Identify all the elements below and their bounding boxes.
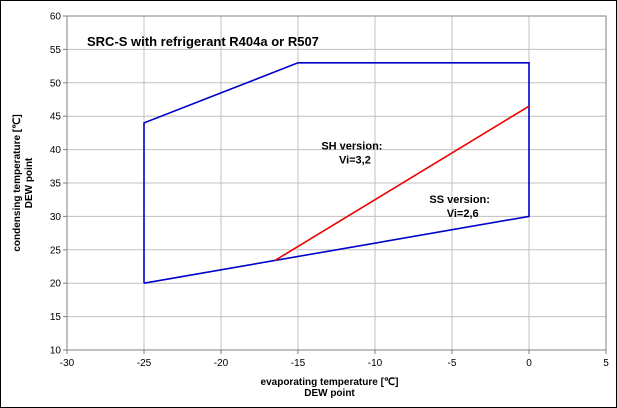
x-tick-labels: -30 -25 -20 -15 -10 -5 0 5 <box>60 350 609 369</box>
sh-version-annotation: SH version: Vi=3,2 <box>321 141 382 167</box>
chart-title: SRC-S with refrigerant R404a or R507 <box>87 34 319 49</box>
y-tick-label: 40 <box>50 145 62 156</box>
operating-envelope-line <box>143 61 530 284</box>
x-tick-label: -20 <box>214 358 229 369</box>
x-tick-label: -15 <box>291 358 306 369</box>
series-layer <box>143 61 530 284</box>
x-axis-label: DEW point <box>304 388 355 399</box>
title-layer: SRC-S with refrigerant R404a or R507 <box>87 34 319 49</box>
y-tick-label: 35 <box>50 179 62 190</box>
y-axis-label: condensing temperature [℃] <box>12 114 23 251</box>
y-tick-label: 25 <box>50 245 62 256</box>
ss-version-annotation: SS version: Vi=2,6 <box>429 194 490 220</box>
x-tick-label: 5 <box>603 358 609 369</box>
y-tick-label: 20 <box>50 279 62 290</box>
y-tick-label: 15 <box>50 312 62 323</box>
x-axis-title: evaporating temperature [℃]DEW point <box>261 377 399 399</box>
x-tick-label: 0 <box>526 358 532 369</box>
y-tick-label: 60 <box>50 12 62 23</box>
y-axis-label: DEW point <box>24 157 35 208</box>
y-axis-title: condensing temperature [℃] DEW point <box>12 114 35 251</box>
y-tick-label: 30 <box>50 212 62 223</box>
grid-layer <box>66 15 607 351</box>
x-tick-label: -30 <box>60 358 75 369</box>
vi-boundary-line <box>274 105 530 262</box>
x-tick-label: -25 <box>137 358 152 369</box>
x-axis-label: evaporating temperature [℃] <box>261 377 399 388</box>
annotation-layer: SH version: Vi=3,2 SS version: Vi=2,6 <box>321 141 490 220</box>
y-tick-label: 10 <box>50 346 62 357</box>
y-tick-label: 50 <box>50 78 62 89</box>
y-tick-label: 45 <box>50 112 62 123</box>
y-tick-labels: 10 15 20 25 30 35 40 45 50 55 60 <box>50 12 67 357</box>
x-tick-label: -10 <box>368 358 383 369</box>
x-tick-label: -5 <box>448 358 457 369</box>
y-tick-label: 55 <box>50 45 62 56</box>
